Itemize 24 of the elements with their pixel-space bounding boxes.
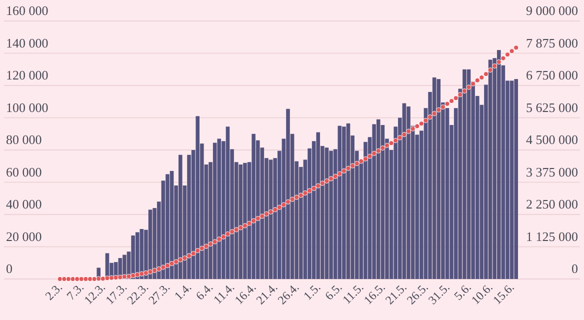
x-tick-label: 1.4. <box>172 280 194 303</box>
y2-tick-label: 1 125 000 <box>526 228 578 244</box>
y-tick-label: 100 000 <box>6 100 48 115</box>
x-tick-label: 2.3. <box>42 280 66 303</box>
x-tick-label: 27.3. <box>146 280 173 308</box>
y2-tick-label: 7 875 000 <box>526 35 578 50</box>
y-tick-label: 20 000 <box>6 228 42 244</box>
y-tick-label: 140 000 <box>6 35 48 50</box>
y-tick-label: 0 <box>6 261 12 276</box>
y-tick-label: 60 000 <box>6 164 42 180</box>
y-tick-label: 80 000 <box>6 132 42 147</box>
y2-tick-label: 2 250 000 <box>526 196 578 212</box>
y2-tick-label: 3 375 000 <box>526 164 578 180</box>
y2-tick-label: 4 500 000 <box>526 132 578 147</box>
x-tick-label: 6.4. <box>193 280 216 303</box>
y2-tick-label: 9 000 000 <box>526 3 578 18</box>
y-tick-label: 120 000 <box>6 68 48 82</box>
x-tick-label: 1.5. <box>300 280 324 303</box>
y2-tick-label: 5 625 000 <box>526 100 578 115</box>
y-tick-label: 160 000 <box>6 3 48 18</box>
x-tick-label: 26.4. <box>274 280 302 308</box>
y-tick-label: 40 000 <box>6 196 42 212</box>
y2-tick-label: 6 750 000 <box>526 68 578 82</box>
y2-tick-label: 0 <box>572 261 578 276</box>
